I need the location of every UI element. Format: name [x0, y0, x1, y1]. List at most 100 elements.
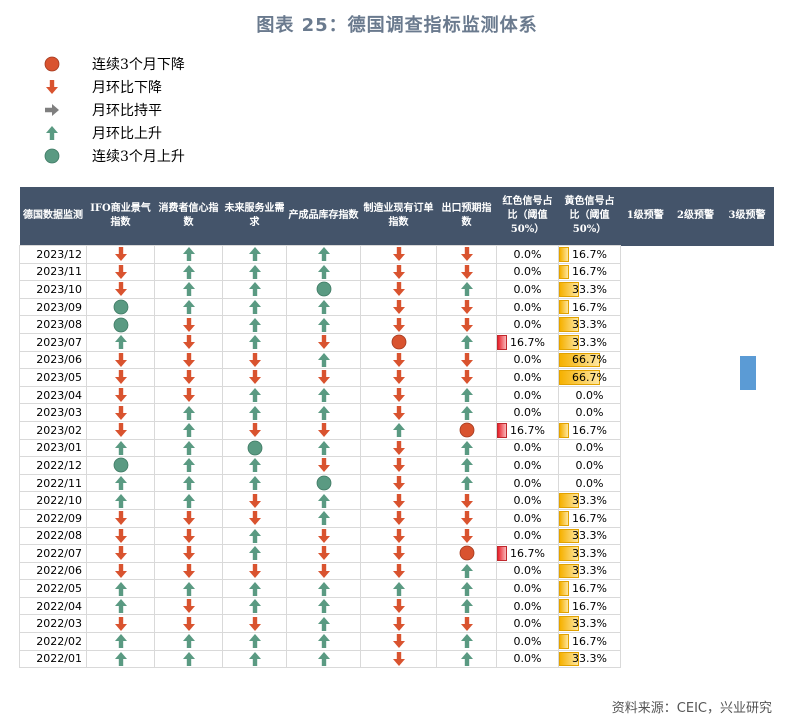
signal-cell — [154, 350, 223, 370]
warning-cell — [671, 281, 721, 299]
warning-cell — [671, 298, 721, 316]
warning-cell — [621, 298, 671, 316]
warning-cell — [671, 580, 721, 598]
red-share-cell: 0.0% — [496, 579, 559, 598]
warning-cell — [671, 351, 721, 369]
arrow-up-icon — [181, 493, 197, 509]
signal-cell — [154, 579, 223, 598]
header-row: 德国数据监测 IFO商业景气指数 消费者信心指数 未来服务业需求 产成品库存指数 制造业现… — [19, 187, 774, 246]
row-date: 2022/07 — [19, 544, 87, 563]
table-row: 2023/10 0.0% 33.3% — [19, 280, 774, 299]
column-header: 3级预警 — [720, 187, 774, 246]
arrow-down-icon — [181, 563, 197, 579]
signal-cell — [154, 403, 223, 422]
row-date: 2022/09 — [19, 508, 87, 528]
arrow-up-icon — [247, 475, 263, 491]
arrow-up-icon — [247, 633, 263, 649]
arrow-up-icon — [459, 598, 475, 614]
yellow-share-cell: 33.3% — [558, 561, 621, 581]
signal-cell — [154, 614, 223, 634]
arrow-up-icon — [181, 440, 197, 456]
column-header: 产成品库存指数 — [286, 187, 361, 246]
signal-cell — [286, 385, 361, 405]
arrow-down-icon — [391, 299, 407, 315]
warning-cell — [621, 457, 671, 475]
warning-cell — [621, 263, 671, 281]
warning-cell — [621, 633, 671, 651]
yellow-share-cell: 33.3% — [558, 280, 621, 299]
row-date: 2022/06 — [19, 561, 87, 581]
row-date: 2022/10 — [19, 491, 87, 510]
red-share-cell: 0.0% — [496, 403, 559, 422]
warning-cell — [721, 633, 774, 651]
arrow-up-icon — [247, 581, 263, 597]
signal-cell — [436, 473, 497, 493]
yellow-share-cell: 0.0% — [558, 403, 621, 422]
red-share-label: 0.0% — [513, 318, 542, 332]
arrow-down-icon — [391, 510, 407, 526]
signal-cell — [222, 526, 287, 546]
red-share-label: 0.0% — [513, 458, 542, 472]
warning-cell — [621, 333, 671, 351]
warning-cell — [721, 492, 774, 510]
row-date: 2023/06 — [19, 350, 87, 370]
red-share-bar — [497, 422, 508, 438]
red-share-cell: 0.0% — [496, 280, 559, 299]
signal-cell — [86, 245, 155, 264]
yellow-share-label: 0.0% — [575, 388, 604, 402]
yellow-share-label: 0.0% — [575, 458, 604, 472]
arrow-up-icon — [391, 422, 407, 438]
legend-icon — [40, 125, 64, 141]
arrow-down-icon — [181, 369, 197, 385]
column-header: 1级预警 — [620, 187, 671, 246]
row-date: 2023/07 — [19, 332, 87, 352]
arrow-down-icon — [247, 422, 263, 438]
signal-cell — [86, 508, 155, 528]
signal-cell — [286, 262, 361, 282]
arrow-down-icon — [316, 369, 332, 385]
signal-cell — [222, 245, 287, 264]
arrow-up-icon — [113, 651, 129, 667]
arrow-down-icon — [113, 510, 129, 526]
arrow-down-icon — [459, 493, 475, 509]
arrow-down-icon — [391, 528, 407, 544]
arrow-up-icon — [316, 633, 332, 649]
arrow-up-icon — [247, 281, 263, 297]
red-circle-icon — [459, 422, 475, 438]
warning-cell — [671, 316, 721, 334]
arrow-up-icon — [316, 493, 332, 509]
signal-cell — [360, 403, 437, 422]
arrow-down-icon — [113, 405, 129, 421]
signal-cell — [286, 491, 361, 510]
arrow-down-icon — [459, 510, 475, 526]
yellow-share-bar — [559, 352, 600, 368]
red-share-cell: 0.0% — [496, 438, 559, 458]
warning-cell — [621, 474, 671, 492]
signal-cell — [286, 508, 361, 528]
signal-cell — [360, 438, 437, 458]
green-circle-icon — [113, 299, 129, 315]
table-row: 2023/04 0.0% 0.0% — [19, 385, 774, 405]
yellow-share-cell: 33.3% — [558, 526, 621, 546]
signal-cell — [360, 262, 437, 282]
arrow-up-icon — [459, 457, 475, 473]
yellow-share-cell: 16.7% — [558, 420, 621, 440]
red-share-label: 0.0% — [513, 494, 542, 508]
signal-cell — [154, 280, 223, 299]
signal-cell — [286, 315, 361, 334]
arrow-up-icon — [459, 334, 475, 350]
signal-cell — [154, 456, 223, 475]
signal-cell — [222, 262, 287, 282]
arrow-down-icon — [113, 281, 129, 297]
warning-cell — [671, 369, 721, 387]
yellow-share-cell: 66.7% — [558, 350, 621, 370]
signal-cell — [154, 526, 223, 546]
signal-cell — [436, 579, 497, 598]
arrow-up-icon — [181, 405, 197, 421]
warning-cell — [671, 421, 721, 439]
arrow-down-icon — [181, 334, 197, 350]
signal-cell — [222, 561, 287, 581]
red-share-cell: 0.0% — [496, 614, 559, 634]
yellow-share-label: 16.7% — [572, 599, 607, 613]
signal-cell — [86, 438, 155, 458]
